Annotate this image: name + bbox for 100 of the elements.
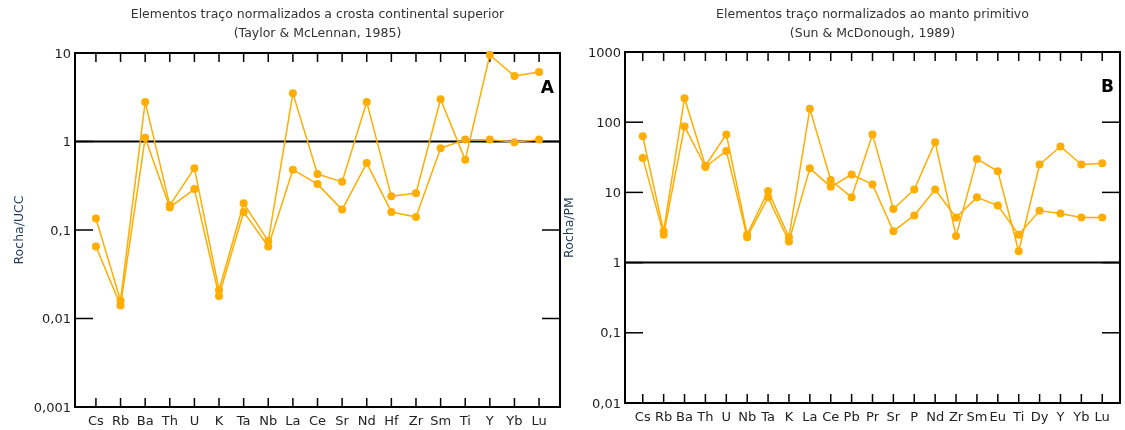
- point: [868, 130, 877, 139]
- point: [411, 189, 420, 198]
- point: [972, 193, 981, 202]
- point: [993, 167, 1002, 176]
- point: [1098, 213, 1107, 222]
- point: [461, 155, 470, 164]
- chart-subtitle: (Taylor & McLennan, 1985): [233, 25, 402, 40]
- point: [338, 177, 347, 186]
- point: [847, 193, 856, 202]
- x-tick-label: Sm: [430, 413, 452, 428]
- point: [805, 164, 814, 173]
- x-tick-label: Sr: [886, 409, 901, 424]
- point: [436, 144, 445, 153]
- point: [680, 122, 689, 131]
- x-tick-label: Th: [696, 409, 714, 424]
- y-tick-label: 10: [54, 45, 71, 61]
- y-axis-title: Rocha/PM: [561, 197, 576, 258]
- point: [1014, 247, 1023, 256]
- x-tick-label: Ta: [760, 409, 775, 424]
- x-tick-label: Nd: [926, 409, 945, 424]
- point: [889, 227, 898, 236]
- x-tick-label: P: [910, 409, 919, 424]
- y-tick-label: 100: [596, 114, 621, 130]
- chart-title: Elementos traço normalizados a crosta continental superior: [130, 6, 506, 21]
- point: [338, 205, 347, 214]
- point: [764, 193, 773, 202]
- x-tick-label: Zr: [948, 409, 964, 424]
- chart-title: Elementos traço normalizados ao manto primitivo: [716, 6, 1029, 21]
- point: [910, 185, 919, 194]
- y-tick-label: 0,1: [50, 222, 71, 238]
- point: [952, 213, 961, 222]
- x-tick-label: Ba: [136, 413, 154, 428]
- x-tick-label: Dy: [1030, 409, 1049, 424]
- point: [638, 132, 647, 141]
- annotation: B: [1101, 76, 1114, 96]
- point: [952, 231, 961, 240]
- point: [1077, 213, 1086, 222]
- point: [847, 170, 856, 179]
- point: [362, 159, 371, 168]
- point: [722, 130, 731, 139]
- x-tick-label: K: [784, 409, 794, 424]
- point: [485, 135, 494, 144]
- point: [190, 185, 199, 194]
- point: [931, 138, 940, 147]
- x-tick-label: Eu: [989, 409, 1007, 424]
- x-tick-label: Ti: [458, 413, 471, 428]
- point: [510, 138, 519, 147]
- y-tick-label: 10: [604, 184, 621, 200]
- y-axis-title: Rocha/UCC: [11, 195, 26, 265]
- point: [1014, 230, 1023, 239]
- point: [1098, 159, 1107, 168]
- x-tick-label: Nd: [357, 413, 376, 428]
- x-tick-label: Hf: [384, 413, 399, 428]
- x-tick-label: Y: [484, 413, 494, 428]
- point: [805, 104, 814, 113]
- point: [868, 180, 877, 189]
- x-tick-label: Rb: [654, 409, 673, 424]
- x-tick-label: Zr: [408, 413, 424, 428]
- point: [889, 205, 898, 214]
- point: [313, 169, 322, 178]
- x-tick-label: Sm: [966, 409, 988, 424]
- point: [436, 95, 445, 104]
- y-tick-label: 0,01: [42, 311, 71, 327]
- point: [91, 214, 100, 223]
- y-tick-label: 0,001: [33, 399, 71, 415]
- x-tick-label: U: [189, 413, 200, 428]
- y-tick-label: 0,1: [600, 325, 621, 341]
- x-tick-label: La: [802, 409, 818, 424]
- x-tick-label: U: [721, 409, 732, 424]
- x-tick-label: Cs: [634, 409, 651, 424]
- x-tick-label: Ta: [235, 413, 251, 428]
- x-tick-label: Lu: [531, 413, 547, 428]
- y-tick-label: 1: [62, 134, 71, 150]
- point: [1077, 160, 1086, 169]
- point: [535, 68, 544, 76]
- point: [190, 164, 199, 173]
- point: [972, 154, 981, 163]
- y-tick-label: 0,01: [592, 395, 621, 411]
- point: [485, 50, 494, 59]
- point: [1056, 142, 1065, 151]
- point: [510, 71, 519, 80]
- y-tick-label: 1: [612, 255, 621, 271]
- x-tick-label: Yb: [1072, 409, 1090, 424]
- x-tick-label: Pb: [843, 409, 860, 424]
- x-tick-label: Lu: [1094, 409, 1110, 424]
- chart-subtitle: (Sun & McDonough, 1989): [789, 25, 956, 40]
- point: [638, 153, 647, 162]
- point: [91, 242, 100, 251]
- point: [535, 135, 544, 144]
- point: [680, 94, 689, 103]
- x-tick-label: Pr: [866, 409, 880, 424]
- x-tick-label: Ce: [822, 409, 840, 424]
- point: [141, 133, 150, 142]
- x-tick-label: Nb: [259, 413, 278, 428]
- point: [461, 135, 470, 144]
- x-tick-label: Ce: [308, 413, 327, 428]
- x-tick-label: Ti: [1012, 409, 1025, 424]
- x-tick-label: Yb: [505, 413, 523, 428]
- x-tick-label: Cs: [88, 413, 105, 428]
- x-tick-label: La: [285, 413, 301, 428]
